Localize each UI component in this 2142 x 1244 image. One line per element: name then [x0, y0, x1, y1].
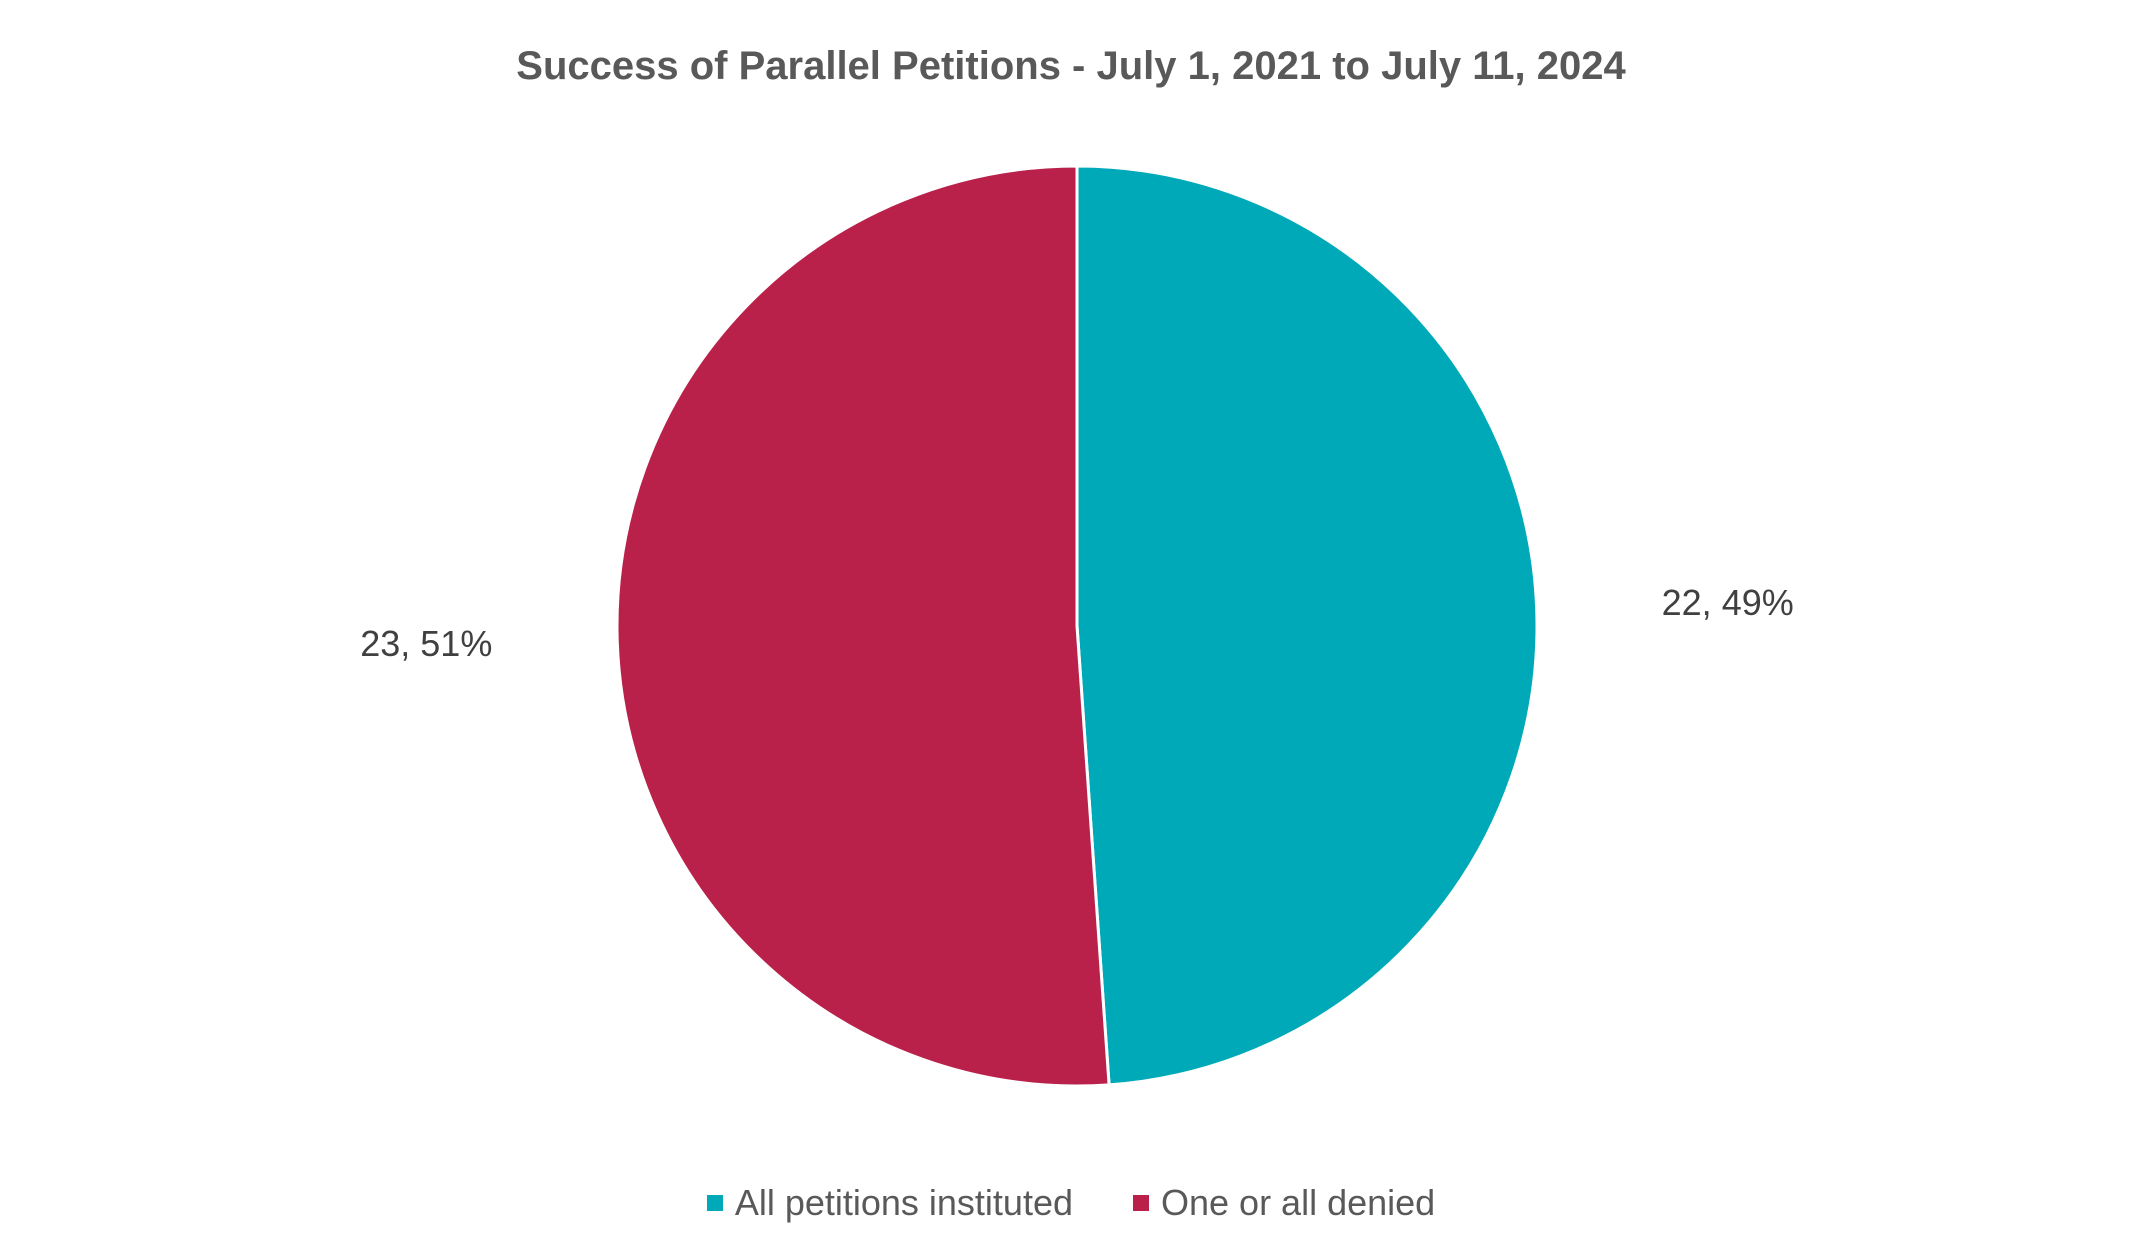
legend: All petitions instituted One or all deni… [0, 1182, 2142, 1224]
pie-slice-all-petitions-instituted [1075, 164, 1539, 1087]
chart-title: Success of Parallel Petitions - July 1, … [516, 44, 1626, 88]
pie-data-label: 23, 51% [360, 623, 492, 664]
legend-swatch-icon [706, 1195, 723, 1211]
legend-item-one-or-all-denied: One or all denied [1133, 1182, 1435, 1224]
legend-label: One or all denied [1161, 1182, 1436, 1223]
legend-swatch-icon [1133, 1195, 1149, 1211]
pie-slices [615, 164, 1539, 1088]
pie-slice-one-or-all-denied [615, 164, 1111, 1088]
pie-data-label: 22, 49% [1662, 582, 1794, 623]
pie-data-labels: 22, 49% 23, 51% [360, 582, 1794, 664]
legend-item-all-petitions-instituted: All petitions instituted [706, 1182, 1073, 1224]
legend-label: All petitions instituted [734, 1182, 1073, 1223]
